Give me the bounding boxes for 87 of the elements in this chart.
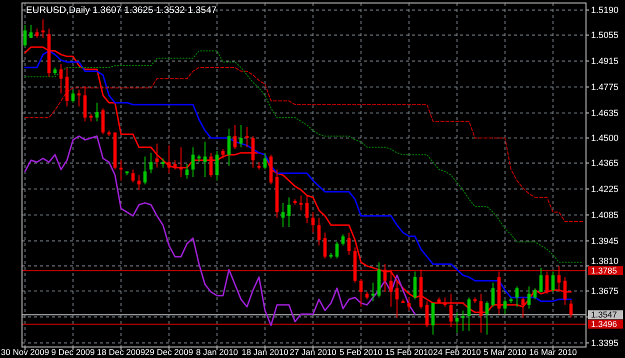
y-tick-label: 1.5055 [591, 30, 619, 40]
x-tick-label: 16 Mar 2010 [529, 347, 578, 357]
candlestick [251, 136, 255, 168]
candlestick [179, 146, 183, 178]
candlestick [137, 174, 141, 190]
y-tick-label: 1.5190 [591, 5, 619, 16]
candlestick [143, 156, 147, 185]
candlestick [77, 89, 81, 107]
x-tick-label: 18 Jan 2010 [242, 347, 289, 357]
line-series [24, 67, 584, 222]
ref-line-label: 1.3496 [591, 319, 618, 330]
x-tick-label: 5 Mar 2010 [484, 347, 527, 357]
candlestick [323, 232, 327, 260]
candlestick [281, 202, 285, 228]
line-series [24, 50, 584, 263]
candlestick [569, 300, 573, 318]
candlestick [545, 271, 549, 294]
candlestick [191, 146, 195, 178]
candlestick [95, 102, 99, 122]
candlestick [149, 152, 153, 174]
candlestick [485, 300, 489, 336]
candlestick [335, 241, 339, 260]
x-tick-label: 29 Dec 2009 [144, 347, 194, 357]
candlestick [29, 24, 33, 38]
chart-title: EURUSD,Daily 1.3607 1.3625 1.3532 1.3547 [26, 5, 217, 16]
y-tick-label: 1.3675 [591, 286, 619, 296]
candlestick [119, 160, 123, 182]
candlestick [539, 267, 543, 292]
candlestick [245, 126, 249, 148]
candlestick [299, 194, 303, 211]
candlestick [227, 128, 231, 166]
candlestick [317, 217, 321, 246]
candlestick [215, 150, 219, 182]
x-tick-label: 18 Dec 2009 [96, 347, 146, 357]
candlestick [461, 310, 465, 332]
candlestick [407, 296, 411, 311]
candlestick [557, 265, 561, 292]
candlestick [443, 296, 447, 308]
y-tick-label: 1.3810 [591, 256, 619, 266]
candlestick [533, 288, 537, 300]
line-series [24, 135, 416, 326]
candlestick [209, 152, 213, 178]
candlestick [413, 271, 417, 300]
y-tick-label: 1.4915 [591, 56, 619, 66]
y-tick-label: 1.3395 [591, 338, 619, 348]
candlestick [503, 298, 507, 315]
candlestick [287, 196, 291, 228]
x-tick-label: 15 Feb 2010 [385, 347, 434, 357]
x-tick-label: 9 Dec 2009 [51, 347, 96, 357]
candlestick [23, 24, 27, 48]
candlestick [239, 124, 243, 148]
x-tick-label: 5 Feb 2010 [339, 347, 383, 357]
candlestick [515, 286, 519, 308]
candlestick [131, 169, 135, 184]
candlestick [233, 124, 237, 150]
candlestick [431, 302, 435, 336]
candlestick [185, 163, 189, 180]
candlestick [563, 276, 567, 306]
candlestick [161, 158, 165, 168]
x-tick-label: 24 Feb 2010 [433, 347, 482, 357]
x-tick-label: 30 Nov 2009 [0, 347, 50, 357]
y-tick-label: 1.4500 [591, 133, 619, 144]
x-tick-label: 8 Jan 2010 [196, 347, 238, 357]
x-tick-label: 27 Jan 2010 [290, 347, 337, 357]
candlestick [467, 296, 471, 332]
candlestick [383, 264, 387, 292]
candlestick [101, 108, 105, 135]
candlestick [551, 271, 555, 292]
candlestick [83, 86, 87, 122]
candlestick [41, 18, 45, 38]
y-tick-label: 1.4635 [591, 108, 619, 118]
candlestick [203, 141, 207, 178]
candlestick [527, 286, 531, 310]
ref-line-label: 1.3785 [591, 266, 618, 276]
candlestick [359, 278, 363, 308]
candlestick [389, 269, 393, 308]
candlestick [311, 212, 315, 234]
candlestick [491, 282, 495, 308]
y-tick-label: 1.3945 [591, 236, 619, 246]
candlestick [167, 144, 171, 174]
y-tick-label: 1.4365 [591, 158, 619, 168]
y-tick-label: 1.4225 [591, 184, 619, 194]
candlestick [347, 232, 351, 256]
candlestick [71, 89, 75, 104]
ref-line-label: 1.3547 [591, 310, 618, 320]
y-tick-label: 1.4775 [591, 82, 619, 92]
y-tick-label: 1.4085 [591, 210, 619, 220]
